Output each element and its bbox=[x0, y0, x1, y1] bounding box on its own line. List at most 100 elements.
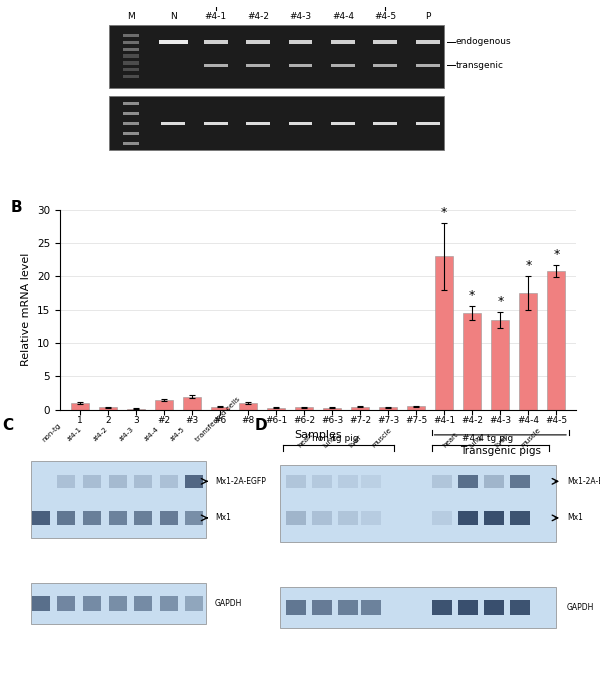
Bar bbox=[458, 511, 478, 525]
Bar bbox=[286, 600, 307, 615]
Bar bbox=[361, 475, 381, 488]
Bar bbox=[204, 64, 227, 66]
Bar bbox=[373, 40, 397, 43]
Bar bbox=[109, 596, 127, 611]
Bar bbox=[484, 600, 504, 615]
Bar bbox=[123, 54, 139, 58]
Text: M: M bbox=[127, 12, 134, 21]
Bar bbox=[458, 475, 478, 488]
Bar bbox=[160, 475, 178, 488]
Bar bbox=[109, 510, 127, 525]
Bar bbox=[547, 271, 565, 410]
Bar bbox=[58, 596, 76, 611]
Bar bbox=[158, 40, 188, 44]
Bar bbox=[338, 511, 358, 525]
Text: *: * bbox=[497, 294, 503, 308]
X-axis label: Samples: Samples bbox=[294, 431, 342, 441]
Bar bbox=[331, 64, 355, 66]
Bar bbox=[185, 596, 203, 611]
Text: transgenic: transgenic bbox=[456, 60, 504, 70]
Bar bbox=[134, 475, 152, 488]
Bar bbox=[109, 475, 127, 488]
Bar bbox=[160, 510, 178, 525]
Text: Mx1-2A-EGFP: Mx1-2A-EGFP bbox=[567, 477, 600, 486]
Bar bbox=[519, 293, 538, 410]
Text: #4-3: #4-3 bbox=[118, 426, 134, 443]
Bar bbox=[338, 475, 358, 488]
Text: D: D bbox=[254, 418, 267, 433]
Bar bbox=[246, 40, 270, 43]
Text: #4-2: #4-2 bbox=[247, 12, 269, 21]
Bar bbox=[484, 475, 504, 488]
Bar bbox=[432, 600, 452, 615]
Text: liver: liver bbox=[348, 434, 363, 449]
Text: lung: lung bbox=[468, 434, 483, 449]
Text: B: B bbox=[11, 200, 23, 215]
Bar bbox=[123, 75, 139, 79]
Text: Mx1: Mx1 bbox=[215, 513, 230, 523]
Bar bbox=[331, 40, 355, 43]
Text: *: * bbox=[469, 289, 475, 303]
Bar bbox=[432, 511, 452, 525]
Bar bbox=[435, 257, 454, 410]
Text: #4-1: #4-1 bbox=[67, 426, 83, 443]
Text: #4-4 tg pig: #4-4 tg pig bbox=[462, 434, 513, 443]
Bar bbox=[123, 141, 139, 145]
Text: non-tg: non-tg bbox=[41, 422, 62, 443]
Bar bbox=[416, 122, 440, 125]
Bar bbox=[373, 122, 397, 125]
Bar bbox=[123, 122, 139, 125]
Bar bbox=[31, 461, 206, 538]
Bar bbox=[491, 320, 509, 410]
Bar bbox=[416, 40, 440, 43]
Bar bbox=[432, 475, 452, 488]
Bar bbox=[123, 34, 139, 37]
Bar bbox=[123, 112, 139, 115]
Text: A: A bbox=[10, 0, 21, 3]
Bar bbox=[71, 403, 89, 410]
Text: endogenous: endogenous bbox=[456, 37, 512, 46]
Text: muscle: muscle bbox=[371, 427, 393, 449]
Text: Transgenic pigs: Transgenic pigs bbox=[460, 446, 541, 456]
Text: transfected cells: transfected cells bbox=[194, 396, 241, 443]
Bar bbox=[331, 122, 355, 125]
Bar bbox=[58, 475, 76, 488]
Bar bbox=[458, 600, 478, 615]
Text: muscle: muscle bbox=[520, 427, 542, 449]
Text: heart: heart bbox=[296, 431, 314, 449]
Bar bbox=[185, 475, 203, 488]
Bar bbox=[98, 408, 117, 410]
Bar bbox=[32, 510, 50, 525]
Bar bbox=[123, 102, 139, 105]
Text: heart: heart bbox=[442, 431, 460, 449]
Bar bbox=[510, 511, 530, 525]
Bar bbox=[312, 475, 332, 488]
Bar bbox=[204, 40, 227, 43]
Bar bbox=[123, 62, 139, 64]
Text: #4-5: #4-5 bbox=[374, 12, 397, 21]
Bar bbox=[379, 408, 397, 410]
Bar bbox=[160, 596, 178, 611]
Bar bbox=[289, 64, 313, 66]
Text: liver: liver bbox=[494, 434, 509, 449]
Bar bbox=[246, 64, 270, 66]
Bar bbox=[416, 64, 440, 66]
Bar bbox=[289, 40, 313, 43]
Bar bbox=[312, 511, 332, 525]
Bar bbox=[83, 475, 101, 488]
Text: non-tg pig: non-tg pig bbox=[312, 434, 359, 443]
Bar bbox=[155, 400, 173, 410]
Bar bbox=[239, 403, 257, 410]
Text: GAPDH: GAPDH bbox=[215, 598, 242, 608]
Bar bbox=[361, 600, 381, 615]
Bar bbox=[123, 68, 139, 72]
Bar bbox=[484, 511, 504, 525]
Text: #4-1: #4-1 bbox=[205, 12, 227, 21]
Bar bbox=[83, 596, 101, 611]
Text: N: N bbox=[170, 12, 176, 21]
Bar bbox=[373, 64, 397, 66]
Text: C: C bbox=[2, 418, 14, 433]
Bar bbox=[267, 408, 285, 410]
Text: #4-5: #4-5 bbox=[169, 426, 186, 443]
Bar bbox=[32, 596, 50, 611]
